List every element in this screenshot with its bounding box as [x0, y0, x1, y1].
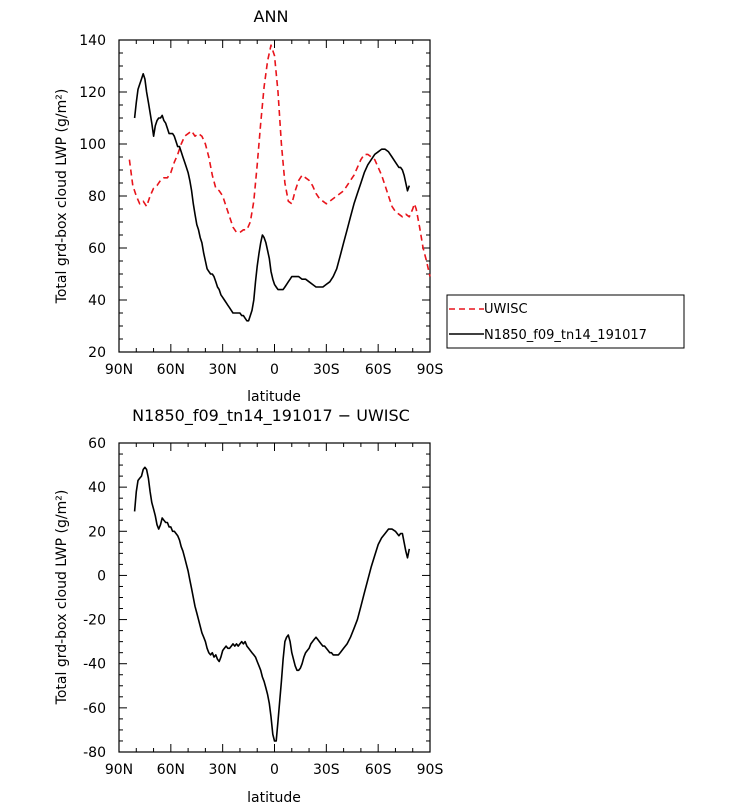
panel-top: ANN 20 40 60 80 100 120 140 90N 60N 30N 0 30S 60S 90S… [54, 7, 685, 405]
x-tick-label: 30S [313, 762, 340, 778]
x-tick-label: 90N [105, 762, 133, 778]
x-tick-label: 90S [417, 762, 444, 778]
y-tick-label: 20 [88, 524, 106, 540]
y-tick-label: 0 [97, 568, 106, 584]
x-tick-label: 60S [365, 762, 392, 778]
x-tick-label: 60S [365, 362, 392, 378]
x-tick-label: 30N [209, 362, 237, 378]
y-tick-label: 140 [79, 33, 106, 49]
x-tick-label: 30N [209, 762, 237, 778]
y-tick-label: 60 [88, 241, 106, 257]
tick-labels-bottom: -80 -60 -40 -20 0 20 40 60 90N 60N 30N 0 30S 60S 90S [83, 436, 443, 778]
y-tick-label: -20 [83, 613, 106, 629]
x-axis-label-top: latitude [247, 389, 301, 405]
y-tick-label: 80 [88, 189, 106, 205]
series-line-difference [133, 466, 411, 742]
x-tick-label: 0 [270, 362, 279, 378]
x-tick-label: 0 [270, 762, 279, 778]
y-tick-label: -60 [83, 701, 106, 717]
legend-box [446, 294, 685, 349]
series-group-top [128, 44, 431, 322]
series-group-bottom [133, 466, 411, 742]
y-tick-label: 20 [88, 345, 106, 361]
x-tick-label: 30S [313, 362, 340, 378]
x-axis-label-bottom: latitude [247, 790, 301, 806]
y-tick-label: -80 [83, 745, 106, 761]
y-tick-label: -40 [83, 657, 106, 673]
series-line-n1850-f09-tn14-191017 [133, 73, 411, 322]
plot-frame-top [118, 39, 431, 353]
y-axis-label-bottom: Total grd-box cloud LWP (g/m²) [54, 490, 70, 706]
legend: UWISC N1850_f09_tn14_191017 [446, 294, 685, 349]
y-axis-label-top: Total grd-box cloud LWP (g/m²) [54, 89, 70, 305]
y-tick-label: 40 [88, 480, 106, 496]
legend-label-model: N1850_f09_tn14_191017 [484, 328, 647, 343]
tick-labels-top: 20 40 60 80 100 120 140 90N 60N 30N 0 30S 60S 90S [79, 33, 443, 378]
panel-bottom: N1850_f09_tn14_191017 − UWISC -80-60-40-… [54, 406, 443, 806]
y-tick-label: 120 [79, 85, 106, 101]
series-line-uwisc [128, 44, 431, 277]
ticks-bottom [118, 442, 431, 753]
chart-title-top: ANN [254, 7, 289, 26]
plot-frame-bottom [118, 442, 431, 753]
ticks-top [118, 39, 431, 353]
y-tick-label: 100 [79, 137, 106, 153]
x-tick-label: 60N [157, 362, 185, 378]
legend-label-uwisc: UWISC [484, 302, 528, 317]
y-tick-label: 60 [88, 436, 106, 452]
y-tick-label: 40 [88, 293, 106, 309]
x-tick-label: 60N [157, 762, 185, 778]
x-tick-label: 90N [105, 362, 133, 378]
x-tick-label: 90S [417, 362, 444, 378]
chart-title-bottom: N1850_f09_tn14_191017 − UWISC [132, 406, 410, 426]
